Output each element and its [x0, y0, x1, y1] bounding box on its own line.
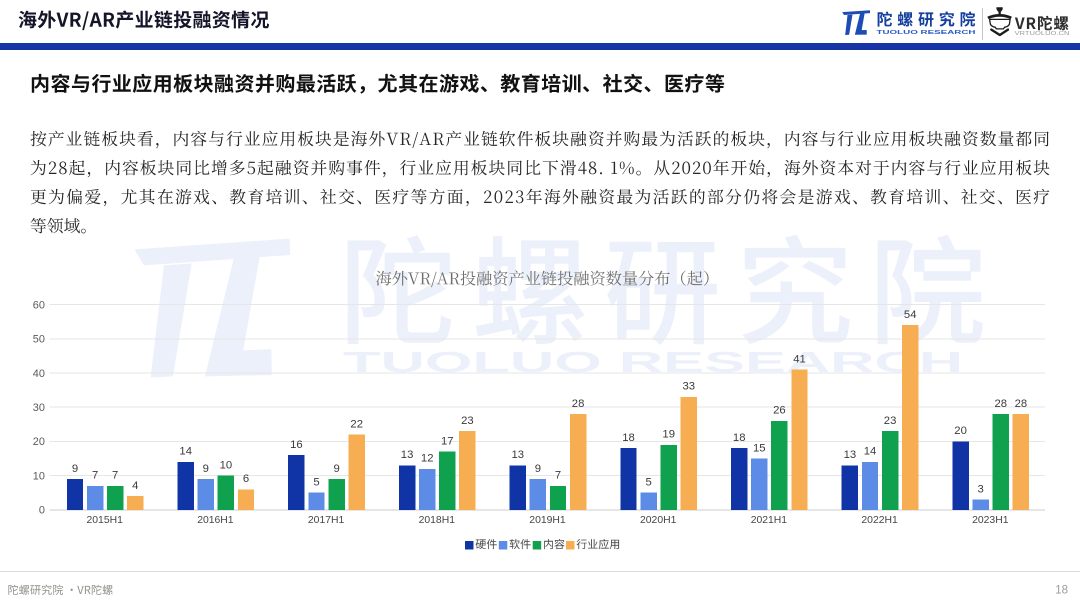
svg-text:2023H1: 2023H1 [972, 515, 1009, 526]
svg-text:54: 54 [904, 309, 917, 321]
svg-text:22: 22 [350, 418, 363, 430]
svg-text:3: 3 [978, 483, 984, 495]
svg-text:7: 7 [92, 470, 98, 482]
svg-text:20: 20 [33, 436, 45, 448]
svg-text:19: 19 [662, 429, 675, 441]
svg-text:18: 18 [622, 432, 635, 444]
svg-text:2018H1: 2018H1 [419, 515, 456, 526]
svg-text:5: 5 [313, 477, 319, 489]
svg-text:2022H1: 2022H1 [861, 515, 898, 526]
svg-text:6: 6 [243, 473, 249, 485]
svg-text:9: 9 [333, 463, 339, 475]
svg-text:26: 26 [773, 405, 786, 417]
svg-text:2021H1: 2021H1 [751, 515, 788, 526]
svg-text:9: 9 [72, 463, 78, 475]
svg-text:13: 13 [401, 449, 414, 461]
svg-text:23: 23 [461, 415, 474, 427]
svg-text:0: 0 [39, 505, 45, 517]
svg-text:7: 7 [112, 470, 118, 482]
svg-text:10: 10 [220, 459, 233, 471]
svg-text:2015H1: 2015H1 [86, 515, 123, 526]
svg-text:13: 13 [844, 449, 857, 461]
svg-text:2019H1: 2019H1 [529, 515, 566, 526]
svg-text:VRTUOLUO.CN: VRTUOLUO.CN [1015, 31, 1070, 37]
svg-text:40: 40 [33, 368, 45, 380]
svg-text:TUOLUO RESEARCH: TUOLUO RESEARCH [343, 347, 963, 379]
svg-text:16: 16 [290, 439, 303, 451]
svg-text:18: 18 [1055, 585, 1068, 597]
svg-text:12: 12 [421, 453, 434, 465]
svg-text:30: 30 [33, 402, 45, 414]
svg-text:13: 13 [512, 449, 525, 461]
svg-text:33: 33 [683, 381, 696, 393]
svg-text:2020H1: 2020H1 [640, 515, 677, 526]
svg-text:2016H1: 2016H1 [197, 515, 234, 526]
svg-text:17: 17 [441, 436, 454, 448]
svg-text:28: 28 [1015, 398, 1028, 410]
svg-text:28: 28 [572, 398, 585, 410]
svg-text:14: 14 [864, 446, 877, 458]
svg-text:20: 20 [954, 425, 967, 437]
svg-text:50: 50 [33, 334, 45, 346]
svg-text:23: 23 [884, 415, 897, 427]
svg-text:28: 28 [995, 398, 1008, 410]
svg-text:TUOLUO RESEARCH: TUOLUO RESEARCH [877, 30, 976, 36]
svg-text:14: 14 [179, 446, 192, 458]
svg-text:9: 9 [203, 463, 209, 475]
svg-text:41: 41 [793, 353, 806, 365]
svg-text:18: 18 [733, 432, 746, 444]
svg-text:2017H1: 2017H1 [308, 515, 345, 526]
svg-text:10: 10 [33, 470, 45, 482]
svg-text:9: 9 [535, 463, 541, 475]
svg-text:15: 15 [753, 442, 766, 454]
svg-text:60: 60 [33, 299, 45, 311]
svg-text:4: 4 [132, 480, 138, 492]
svg-text:5: 5 [645, 477, 651, 489]
svg-text:7: 7 [555, 470, 561, 482]
